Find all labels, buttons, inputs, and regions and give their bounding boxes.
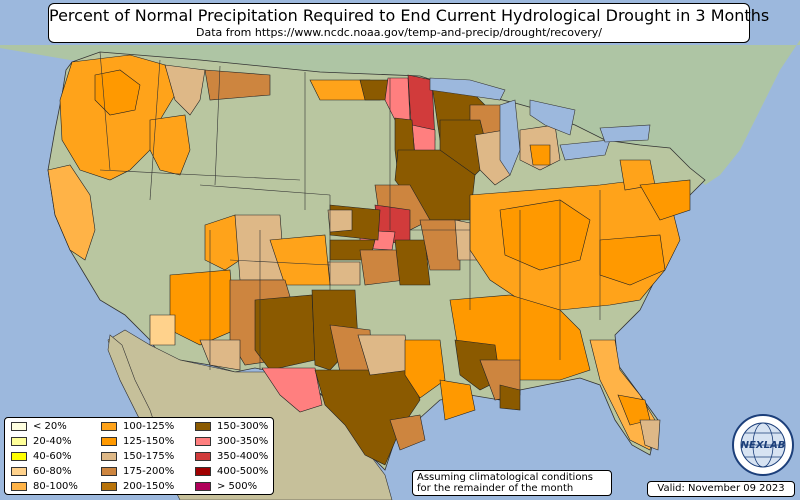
legend-label: 175-200% bbox=[123, 466, 175, 477]
legend-swatch bbox=[101, 452, 117, 461]
legend-label: 200-150% bbox=[123, 481, 175, 492]
legend-swatch bbox=[11, 482, 27, 491]
legend-swatch bbox=[101, 437, 117, 446]
legend-swatch bbox=[195, 467, 211, 476]
legend-label: 300-350% bbox=[217, 436, 269, 447]
legend-label: > 500% bbox=[217, 481, 258, 492]
globe-icon bbox=[740, 422, 786, 468]
note-line-2: for the remainder of the month bbox=[417, 483, 574, 494]
legend-swatch bbox=[11, 452, 27, 461]
legend-label: 60-80% bbox=[33, 466, 72, 477]
legend-label: 20-40% bbox=[33, 436, 72, 447]
legend-swatch bbox=[11, 422, 27, 431]
map-title: Percent of Normal Precipitation Required… bbox=[49, 6, 770, 25]
legend-label: 100-125% bbox=[123, 421, 175, 432]
legend-swatch bbox=[195, 437, 211, 446]
legend-swatch bbox=[101, 482, 117, 491]
title-box: Percent of Normal Precipitation Required… bbox=[48, 3, 770, 43]
logo-text: NEXLAB bbox=[741, 440, 786, 451]
legend-label: 125-150% bbox=[123, 436, 175, 447]
nexlab-logo: NEXLAB bbox=[732, 414, 794, 476]
legend-swatch bbox=[195, 422, 211, 431]
great-lakes bbox=[429, 77, 651, 176]
legend: < 20% 20-40% 40-60% 60-80% 80-100% 100-1… bbox=[4, 417, 274, 495]
legend-label: 350-400% bbox=[217, 451, 269, 462]
legend-label: < 20% bbox=[33, 421, 67, 432]
note-line-1: Assuming climatological conditions bbox=[417, 472, 593, 483]
legend-label: 150-175% bbox=[123, 451, 175, 462]
legend-label: 80-100% bbox=[33, 481, 78, 492]
legend-label: 40-60% bbox=[33, 451, 72, 462]
legend-swatch bbox=[11, 467, 27, 476]
map-subtitle: Data from https://www.ncdc.noaa.gov/temp… bbox=[196, 26, 602, 39]
legend-swatch bbox=[195, 482, 211, 491]
legend-label: 400-500% bbox=[217, 466, 269, 477]
legend-swatch bbox=[195, 452, 211, 461]
legend-swatch bbox=[11, 437, 27, 446]
assumption-note: Assuming climatological conditions for t… bbox=[412, 470, 612, 496]
legend-swatch bbox=[101, 422, 117, 431]
canada-land bbox=[0, 40, 800, 185]
legend-label: 150-300% bbox=[217, 421, 269, 432]
state-borders bbox=[99, 51, 601, 370]
legend-swatch bbox=[101, 467, 117, 476]
valid-date: Valid: November 09 2023 bbox=[647, 481, 795, 497]
